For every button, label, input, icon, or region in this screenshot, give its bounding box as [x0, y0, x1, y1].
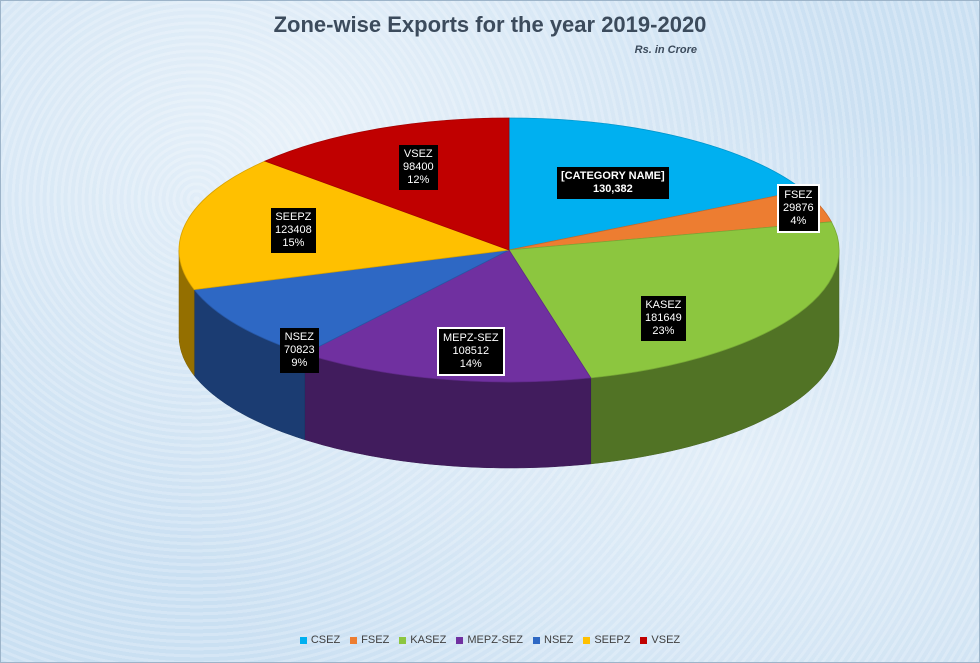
- data-label-value: 123408: [275, 224, 312, 236]
- data-label-vsez: VSEZ 98400 12%: [399, 145, 438, 190]
- legend-item-mepz-sez: MEPZ-SEZ: [456, 634, 523, 646]
- data-label-percent: 14%: [459, 358, 482, 370]
- legend-item-nsez: NSEZ: [533, 634, 573, 646]
- data-label-nsez: NSEZ 70823 9%: [280, 328, 319, 373]
- legend-label: NSEZ: [544, 634, 574, 646]
- legend-swatch: [456, 636, 464, 644]
- data-label-fsez: FSEZ 29876 4%: [777, 184, 820, 233]
- legend-swatch: [640, 636, 648, 644]
- legend-swatch: [399, 636, 407, 644]
- chart-title: Zone-wise Exports for the year 2019-2020: [273, 12, 707, 37]
- data-label-value: 29876: [783, 202, 814, 214]
- legend-label: SEEPZ: [594, 634, 631, 646]
- legend-item-fsez: FSEZ: [350, 634, 389, 646]
- data-label-value: 98400: [403, 161, 434, 173]
- data-label-percent: 15%: [282, 237, 305, 249]
- legend-swatch: [533, 636, 540, 644]
- data-label-name: NSEZ: [284, 331, 314, 343]
- data-label-name: VSEZ: [403, 148, 433, 160]
- data-label-seepz: SEEPZ 123408 15%: [271, 208, 316, 253]
- legend-item-kasez: KASEZ: [399, 634, 446, 646]
- legend-swatch: [350, 636, 358, 644]
- legend-item-csez: CSEZ: [299, 634, 341, 646]
- data-label-name: MEPZ-SEZ: [443, 332, 499, 344]
- legend-label: VSEZ: [651, 634, 681, 646]
- data-label-kasez: KASEZ 181649 23%: [641, 296, 686, 341]
- data-label-name: [CATEGORY NAME]: [561, 170, 665, 182]
- legend: CSEZ FSEZ KASEZ MEPZ-SEZ NSEZ SEEPZ VSEZ: [0, 634, 980, 646]
- data-label-csez: [CATEGORY NAME] 130,382: [557, 167, 669, 199]
- data-label-mepz-sez: MEPZ-SEZ 108512 14%: [437, 327, 505, 376]
- data-label-value: 108512: [452, 345, 490, 357]
- pie-slice-mepz-sez: [303, 249, 592, 383]
- data-label-name: FSEZ: [784, 189, 813, 201]
- legend-label: MEPZ-SEZ: [467, 634, 523, 646]
- data-label-percent: 23%: [652, 325, 675, 337]
- data-label-percent: 12%: [407, 174, 430, 186]
- data-label-value: 130,382: [592, 183, 633, 195]
- data-label-value: 181649: [645, 312, 682, 324]
- legend-item-seepz: SEEPZ: [583, 634, 630, 646]
- data-label-name: SEEPZ: [275, 211, 312, 223]
- data-label-name: KASEZ: [645, 299, 682, 311]
- legend-label: CSEZ: [310, 634, 341, 646]
- legend-swatch: [299, 636, 307, 644]
- data-label-percent: 4%: [790, 215, 807, 227]
- data-label-value: 70823: [284, 344, 315, 356]
- pie-slice-seepz: [178, 160, 510, 291]
- legend-item-vsez: VSEZ: [640, 634, 680, 646]
- pie-slice-vsez: [263, 117, 510, 251]
- legend-label: KASEZ: [410, 634, 447, 646]
- legend-swatch: [583, 636, 591, 644]
- data-label-percent: 9%: [291, 357, 308, 369]
- chart-subtitle: Rs. in Crore: [634, 44, 697, 56]
- legend-label: FSEZ: [361, 634, 390, 646]
